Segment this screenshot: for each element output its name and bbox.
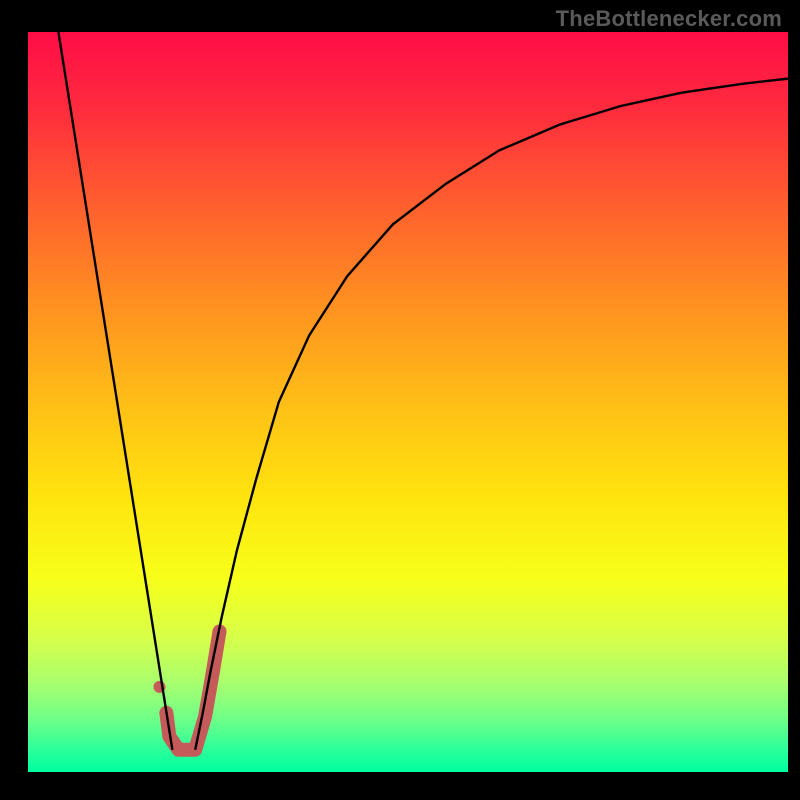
chart-root: TheBottlenecker.com — [0, 0, 800, 800]
curve-left — [58, 32, 172, 750]
marker-j-stroke — [166, 631, 219, 749]
curve-layer — [28, 32, 788, 772]
curve-right — [195, 79, 788, 750]
plot-area — [28, 32, 788, 772]
watermark-text: TheBottlenecker.com — [556, 6, 782, 32]
